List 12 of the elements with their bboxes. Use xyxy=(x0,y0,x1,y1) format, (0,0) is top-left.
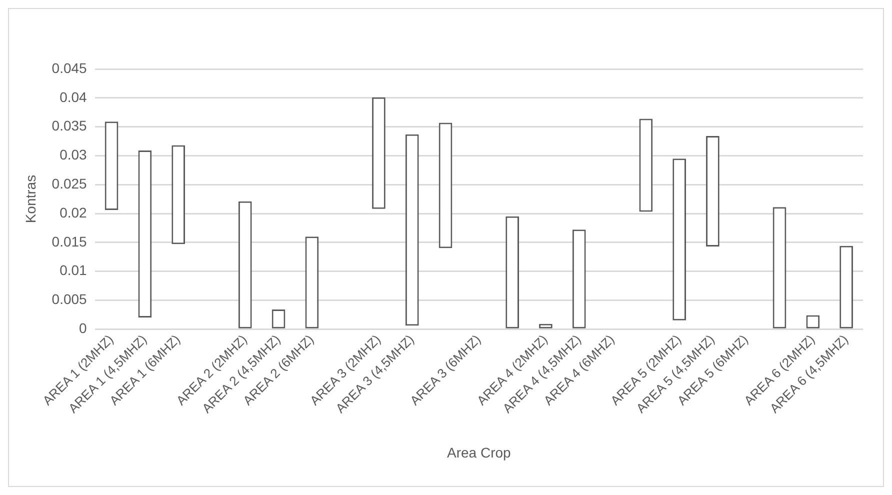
y-tick-label: 0.005 xyxy=(52,291,88,308)
y-tick-label: 0.02 xyxy=(60,204,88,220)
y-tick-label: 0.03 xyxy=(60,146,88,163)
y-tick-label: 0.045 xyxy=(52,60,88,76)
y-tick-label: 0.04 xyxy=(60,88,88,105)
y-axis-title: Kontras xyxy=(22,174,38,224)
y-tick-label: 0.025 xyxy=(52,175,88,192)
y-tick-label: 0.01 xyxy=(60,262,88,278)
y-tick-label: 0.035 xyxy=(52,118,88,134)
x-axis-title: Area Crop xyxy=(447,444,512,460)
y-tick-label: 0 xyxy=(79,320,88,336)
y-tick-label: 0.015 xyxy=(52,233,88,250)
